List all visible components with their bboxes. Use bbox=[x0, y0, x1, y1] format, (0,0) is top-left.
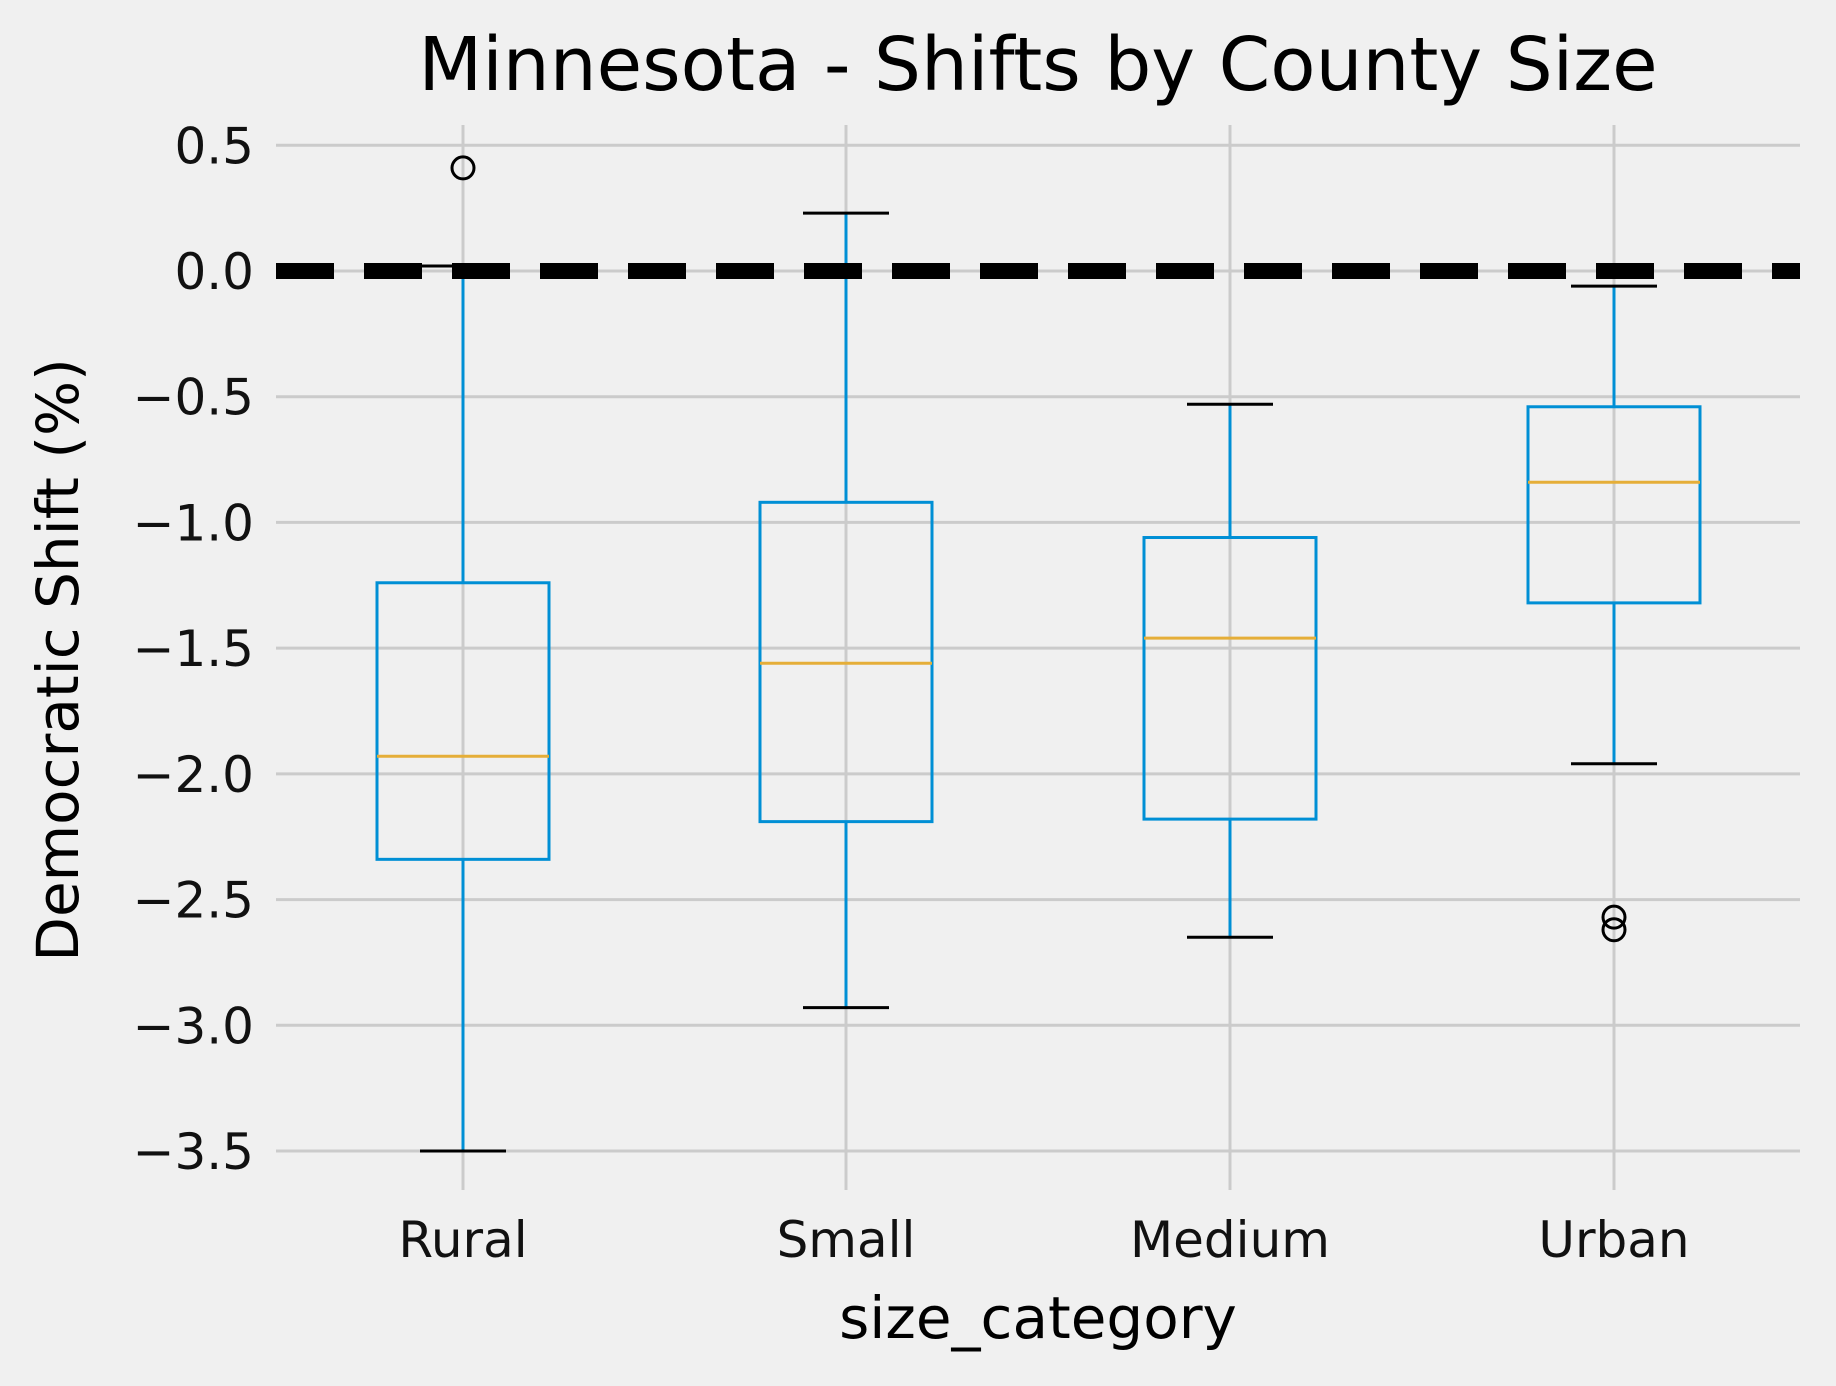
x-tick-label: Small bbox=[777, 1211, 916, 1269]
y-tick-label: −1.5 bbox=[133, 620, 254, 678]
x-tick-label: Urban bbox=[1538, 1211, 1689, 1269]
box-urban bbox=[1526, 284, 1702, 943]
box-small bbox=[758, 211, 934, 1010]
box-iqr bbox=[1142, 536, 1318, 821]
box-rural bbox=[375, 155, 551, 1153]
y-tick-label: −2.5 bbox=[133, 872, 254, 930]
x-axis-label: size_category bbox=[839, 1284, 1237, 1352]
x-tick-label: Rural bbox=[398, 1211, 527, 1269]
outlier-point bbox=[1601, 904, 1627, 930]
box-medium bbox=[1142, 402, 1318, 939]
y-tick-label: −3.0 bbox=[133, 997, 254, 1055]
outlier-point bbox=[1601, 917, 1627, 943]
y-axis-label: Democratic Shift (%) bbox=[24, 358, 92, 961]
outlier-point bbox=[450, 155, 476, 181]
box-iqr bbox=[375, 581, 551, 861]
y-tick-label: −2.0 bbox=[133, 746, 254, 804]
y-tick-label: −1.0 bbox=[133, 494, 254, 552]
tick-labels: 0.5 0.0 −0.5 −1.0 −1.5 −2.0 −2.5 −3.0 −3.5 Rural S… bbox=[133, 117, 1690, 1269]
x-tick-label: Medium bbox=[1130, 1211, 1330, 1269]
y-tick-label: 0.5 bbox=[174, 117, 254, 175]
chart-title: Minnesota - Shifts by County Size bbox=[418, 22, 1657, 108]
box-iqr bbox=[1526, 405, 1702, 605]
y-tick-label: −3.5 bbox=[133, 1123, 254, 1181]
y-tick-label: 0.0 bbox=[174, 243, 254, 301]
box-plot-series bbox=[375, 155, 1702, 1153]
y-tick-label: −0.5 bbox=[133, 369, 254, 427]
